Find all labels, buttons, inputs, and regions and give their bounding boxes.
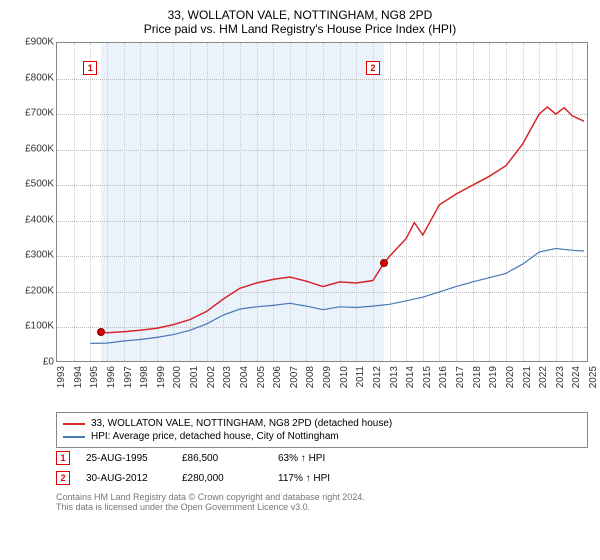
x-tick-label: 2020 xyxy=(505,366,516,388)
y-tick-label: £100K xyxy=(10,321,54,332)
x-tick-label: 2002 xyxy=(206,366,217,388)
y-tick-label: £300K xyxy=(10,250,54,261)
y-tick-label: £500K xyxy=(10,179,54,190)
x-tick-label: 2015 xyxy=(422,366,433,388)
x-tick-label: 2004 xyxy=(239,366,250,388)
sale-date: 25-AUG-1995 xyxy=(86,453,166,464)
x-tick-label: 2016 xyxy=(438,366,449,388)
sale-delta: 117% ↑ HPI xyxy=(278,473,358,484)
x-tick-label: 2011 xyxy=(355,366,366,388)
legend-swatch-series-0 xyxy=(63,423,85,425)
x-axis-labels: 1993 1994 1995 1996 1997 1998 1999 2000 2001 2002… xyxy=(56,364,588,412)
sale-index-box: 2 xyxy=(56,471,70,485)
x-tick-label: 2009 xyxy=(322,366,333,388)
sale-row: 2 30-AUG-2012 £280,000 117% ↑ HPI xyxy=(56,468,588,488)
chart-title: 33, WOLLATON VALE, NOTTINGHAM, NG8 2PD xyxy=(10,8,590,22)
y-tick-label: £700K xyxy=(10,108,54,119)
sale-marker-dot xyxy=(380,259,388,267)
x-tick-label: 2012 xyxy=(372,366,383,388)
x-tick-label: 2021 xyxy=(522,366,533,388)
line-series xyxy=(57,43,589,363)
legend-swatch-series-1 xyxy=(63,436,85,438)
x-tick-label: 2001 xyxy=(189,366,200,388)
x-tick-label: 2023 xyxy=(555,366,566,388)
x-tick-label: 2025 xyxy=(588,366,599,388)
sale-price: £86,500 xyxy=(182,453,262,464)
x-tick-label: 2005 xyxy=(256,366,267,388)
chart-subtitle: Price paid vs. HM Land Registry's House … xyxy=(10,22,590,36)
y-tick-label: £0 xyxy=(10,357,54,368)
x-tick-label: 2022 xyxy=(538,366,549,388)
sale-index-box: 1 xyxy=(56,451,70,465)
x-tick-label: 2000 xyxy=(172,366,183,388)
x-tick-label: 2017 xyxy=(455,366,466,388)
x-tick-label: 1994 xyxy=(73,366,84,388)
sale-date: 30-AUG-2012 xyxy=(86,473,166,484)
legend-label-1: HPI: Average price, detached house, City… xyxy=(91,431,339,442)
x-tick-label: 2003 xyxy=(222,366,233,388)
footer-text: Contains HM Land Registry data © Crown c… xyxy=(56,492,588,512)
x-tick-label: 1997 xyxy=(123,366,134,388)
series-legend: 33, WOLLATON VALE, NOTTINGHAM, NG8 2PD (… xyxy=(56,412,588,448)
x-tick-label: 1996 xyxy=(106,366,117,388)
sales-legend: 1 25-AUG-1995 £86,500 63% ↑ HPI 2 30-AUG-2012… xyxy=(56,448,588,488)
sale-price: £280,000 xyxy=(182,473,262,484)
sale-marker-box: 2 xyxy=(366,61,380,75)
x-tick-label: 2007 xyxy=(289,366,300,388)
sale-delta: 63% ↑ HPI xyxy=(278,453,358,464)
sale-row: 1 25-AUG-1995 £86,500 63% ↑ HPI xyxy=(56,448,588,468)
y-tick-label: £200K xyxy=(10,285,54,296)
x-tick-label: 1999 xyxy=(156,366,167,388)
y-tick-label: £400K xyxy=(10,214,54,225)
x-tick-label: 2019 xyxy=(488,366,499,388)
x-tick-label: 2006 xyxy=(272,366,283,388)
plot-area: 12 xyxy=(56,42,588,362)
sale-marker-box: 1 xyxy=(83,61,97,75)
x-tick-label: 1993 xyxy=(56,366,67,388)
chart-area: £0 £100K £200K £300K £400K £500K £600K £700K £80… xyxy=(10,42,590,412)
x-tick-label: 1998 xyxy=(139,366,150,388)
x-tick-label: 2013 xyxy=(389,366,400,388)
y-axis-labels: £0£100K£200K£300K£400K£500K£600K£700K£80… xyxy=(10,42,56,362)
x-tick-label: 2018 xyxy=(472,366,483,388)
x-tick-label: 1995 xyxy=(89,366,100,388)
x-tick-label: 2008 xyxy=(305,366,316,388)
y-tick-label: £800K xyxy=(10,72,54,83)
sale-marker-dot xyxy=(97,328,105,336)
x-tick-label: 2024 xyxy=(571,366,582,388)
x-tick-label: 2010 xyxy=(339,366,350,388)
legend-label-0: 33, WOLLATON VALE, NOTTINGHAM, NG8 2PD (… xyxy=(91,418,392,429)
y-tick-label: £600K xyxy=(10,143,54,154)
y-tick-label: £900K xyxy=(10,37,54,48)
x-tick-label: 2014 xyxy=(405,366,416,388)
